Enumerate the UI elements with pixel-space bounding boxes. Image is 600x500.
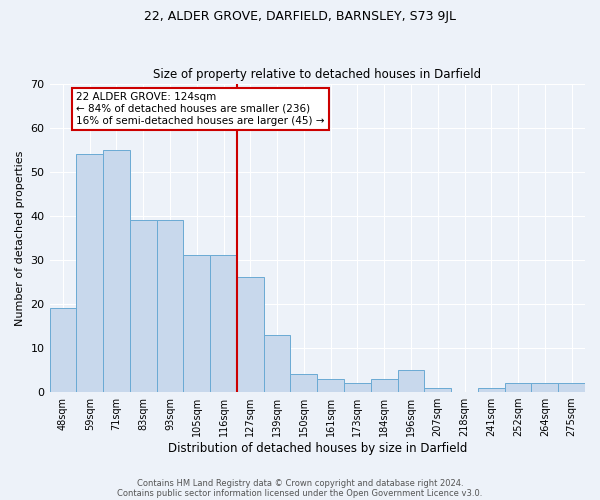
Bar [103, 150, 130, 392]
Y-axis label: Number of detached properties: Number of detached properties [15, 150, 25, 326]
Bar [424, 388, 451, 392]
Bar [398, 370, 424, 392]
Text: 22, ALDER GROVE, DARFIELD, BARNSLEY, S73 9JL: 22, ALDER GROVE, DARFIELD, BARNSLEY, S73… [144, 10, 456, 23]
Bar [558, 384, 585, 392]
Bar [237, 278, 264, 392]
Bar [157, 220, 184, 392]
Bar [184, 256, 210, 392]
Title: Size of property relative to detached houses in Darfield: Size of property relative to detached ho… [153, 68, 481, 81]
Bar [317, 379, 344, 392]
Bar [478, 388, 505, 392]
X-axis label: Distribution of detached houses by size in Darfield: Distribution of detached houses by size … [167, 442, 467, 455]
Bar [76, 154, 103, 392]
Bar [264, 335, 290, 392]
Text: Contains public sector information licensed under the Open Government Licence v3: Contains public sector information licen… [118, 488, 482, 498]
Bar [210, 256, 237, 392]
Bar [344, 384, 371, 392]
Text: 22 ALDER GROVE: 124sqm
← 84% of detached houses are smaller (236)
16% of semi-de: 22 ALDER GROVE: 124sqm ← 84% of detached… [76, 92, 325, 126]
Bar [371, 379, 398, 392]
Bar [130, 220, 157, 392]
Bar [532, 384, 558, 392]
Text: Contains HM Land Registry data © Crown copyright and database right 2024.: Contains HM Land Registry data © Crown c… [137, 478, 463, 488]
Bar [505, 384, 532, 392]
Bar [50, 308, 76, 392]
Bar [290, 374, 317, 392]
